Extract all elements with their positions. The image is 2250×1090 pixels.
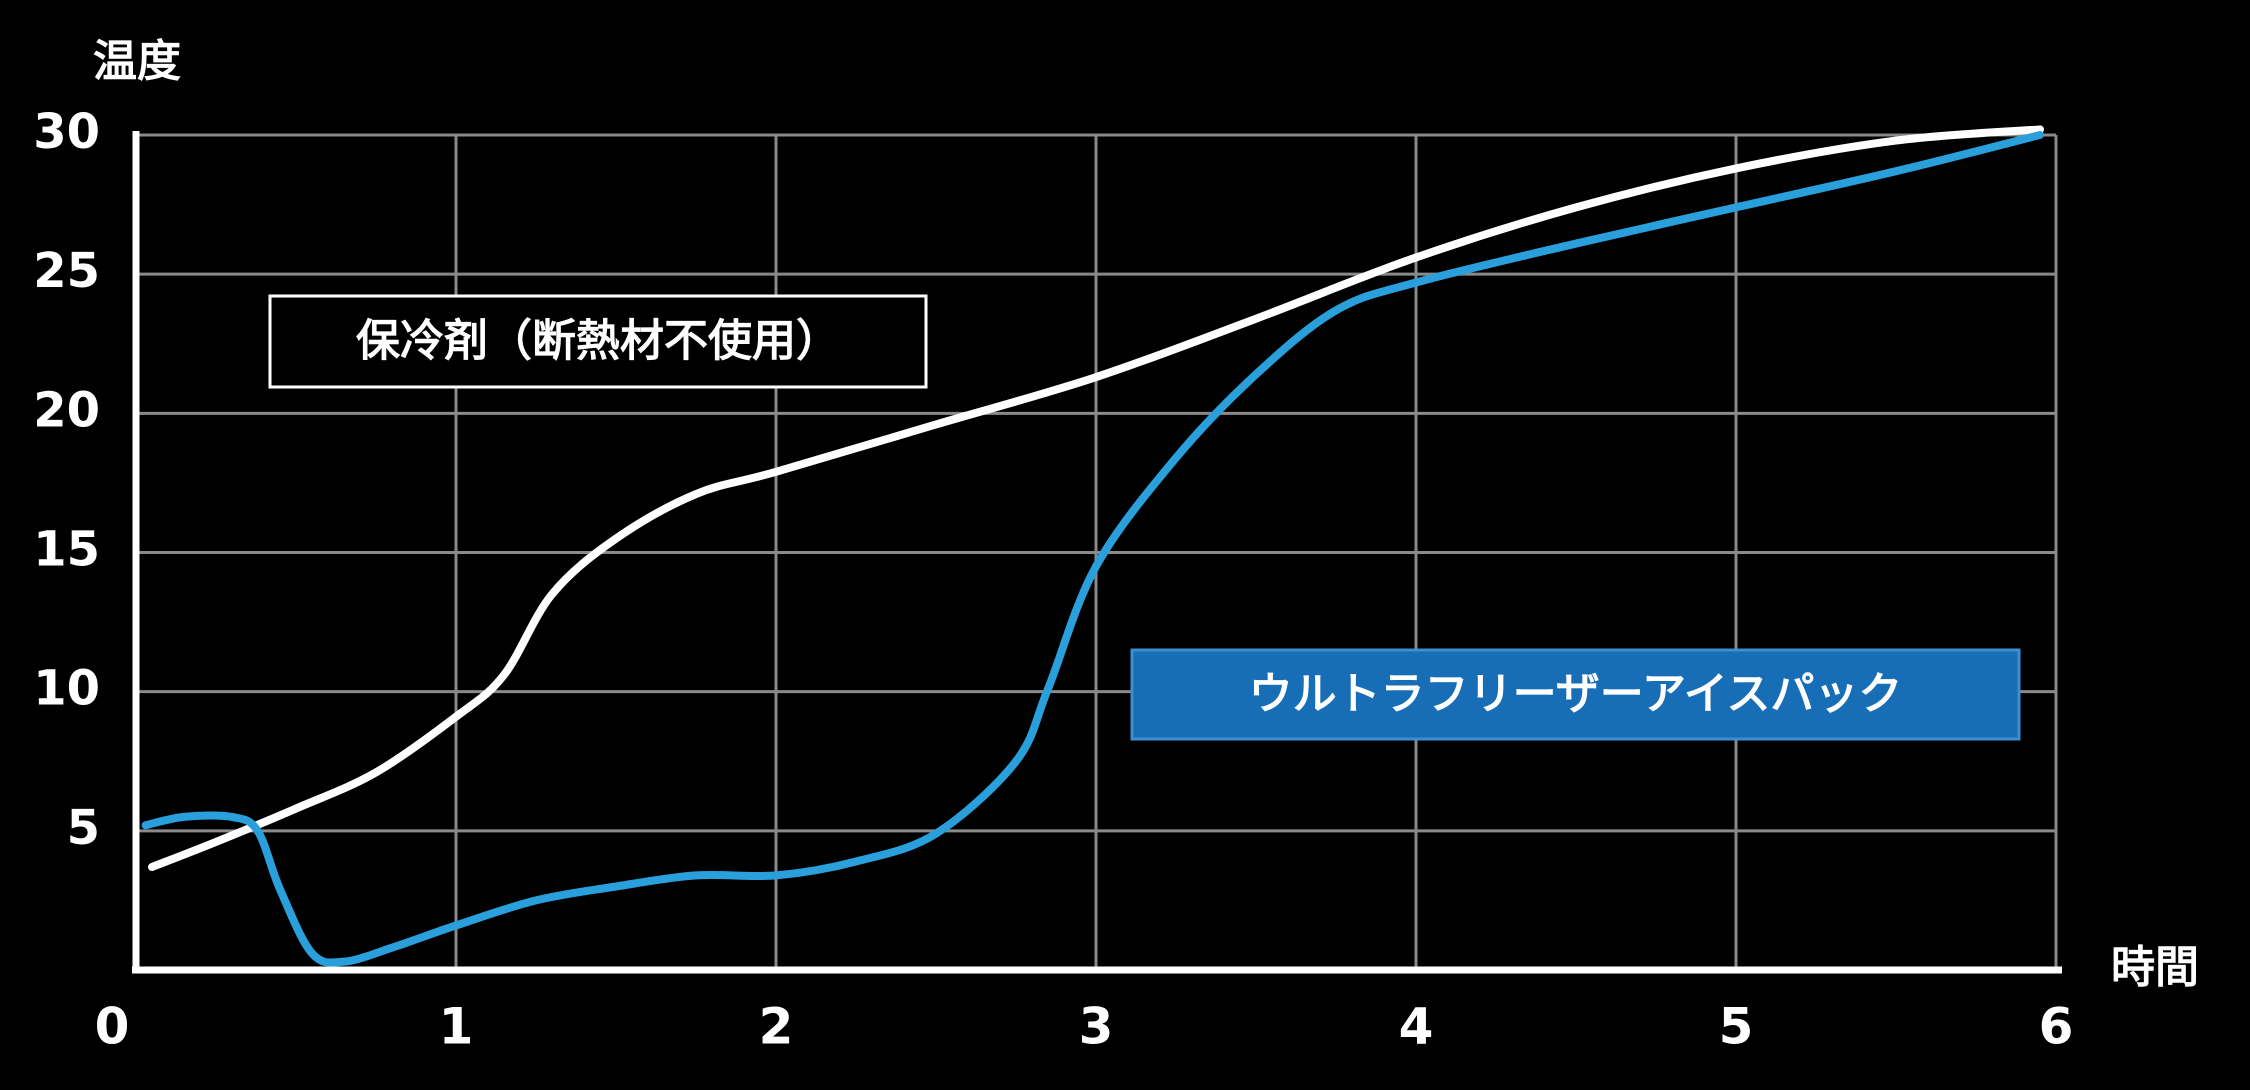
x-tick-label: 6 xyxy=(2039,998,2074,1056)
legend-label: ウルトラフリーザーアイスパック xyxy=(1249,669,1903,720)
y-tick-label: 30 xyxy=(33,104,100,160)
y-tick-label: 20 xyxy=(33,382,100,438)
y-tick-label: 5 xyxy=(67,800,100,856)
x-tick-label: 2 xyxy=(759,998,794,1056)
line xyxy=(148,125,2044,872)
y-tick-label: 25 xyxy=(33,243,100,299)
legend-label: 保冷剤（断熱材不使用） xyxy=(356,316,840,367)
y-axis-label: 温度 xyxy=(93,36,181,87)
x-tick-label: 1 xyxy=(439,998,474,1056)
x-tick-label: 4 xyxy=(1399,998,1434,1056)
legend-box xyxy=(268,294,928,389)
legend-box xyxy=(1130,648,2021,741)
y-tick-label: 10 xyxy=(33,661,100,717)
x-tick-label: 0 xyxy=(95,998,130,1056)
y-tick-label: 15 xyxy=(33,522,100,578)
x-tick-label: 3 xyxy=(1079,998,1114,1056)
x-tick-label: 5 xyxy=(1719,998,1754,1056)
line xyxy=(141,131,2044,967)
x-axis-label: 時間 xyxy=(2111,942,2199,993)
